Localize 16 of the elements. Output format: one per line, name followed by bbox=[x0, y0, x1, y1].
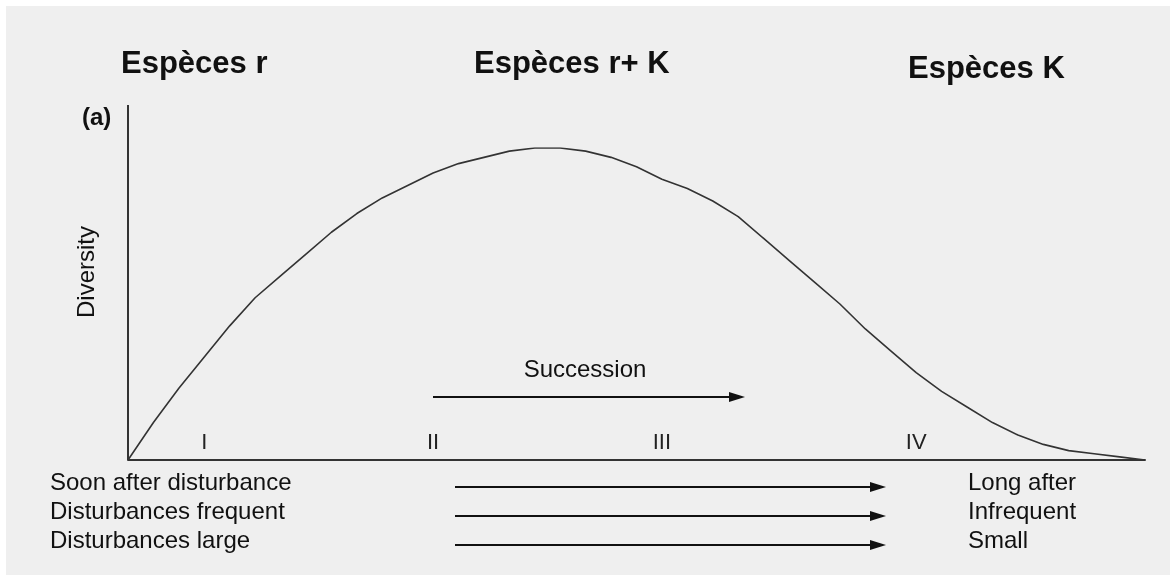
text: Long after bbox=[968, 468, 1077, 496]
y-axis-title: Diversity bbox=[72, 225, 100, 319]
x-tick-label: IV bbox=[905, 428, 927, 454]
text: Small bbox=[968, 526, 1029, 554]
x-tick-label: III bbox=[652, 428, 672, 454]
text: Disturbances large bbox=[50, 526, 251, 554]
annotation: Succession bbox=[523, 355, 647, 383]
text: Espèces K bbox=[908, 50, 1065, 86]
text: Espèces r bbox=[121, 45, 268, 81]
text: Espèces r+ K bbox=[474, 45, 670, 81]
text: Soon after disturbance bbox=[50, 468, 292, 496]
text: (a) bbox=[82, 103, 112, 131]
x-tick-label: I bbox=[201, 428, 208, 454]
x-tick-label: II bbox=[426, 428, 440, 454]
text: Infrequent bbox=[968, 497, 1077, 525]
text: Disturbances frequent bbox=[50, 497, 285, 525]
